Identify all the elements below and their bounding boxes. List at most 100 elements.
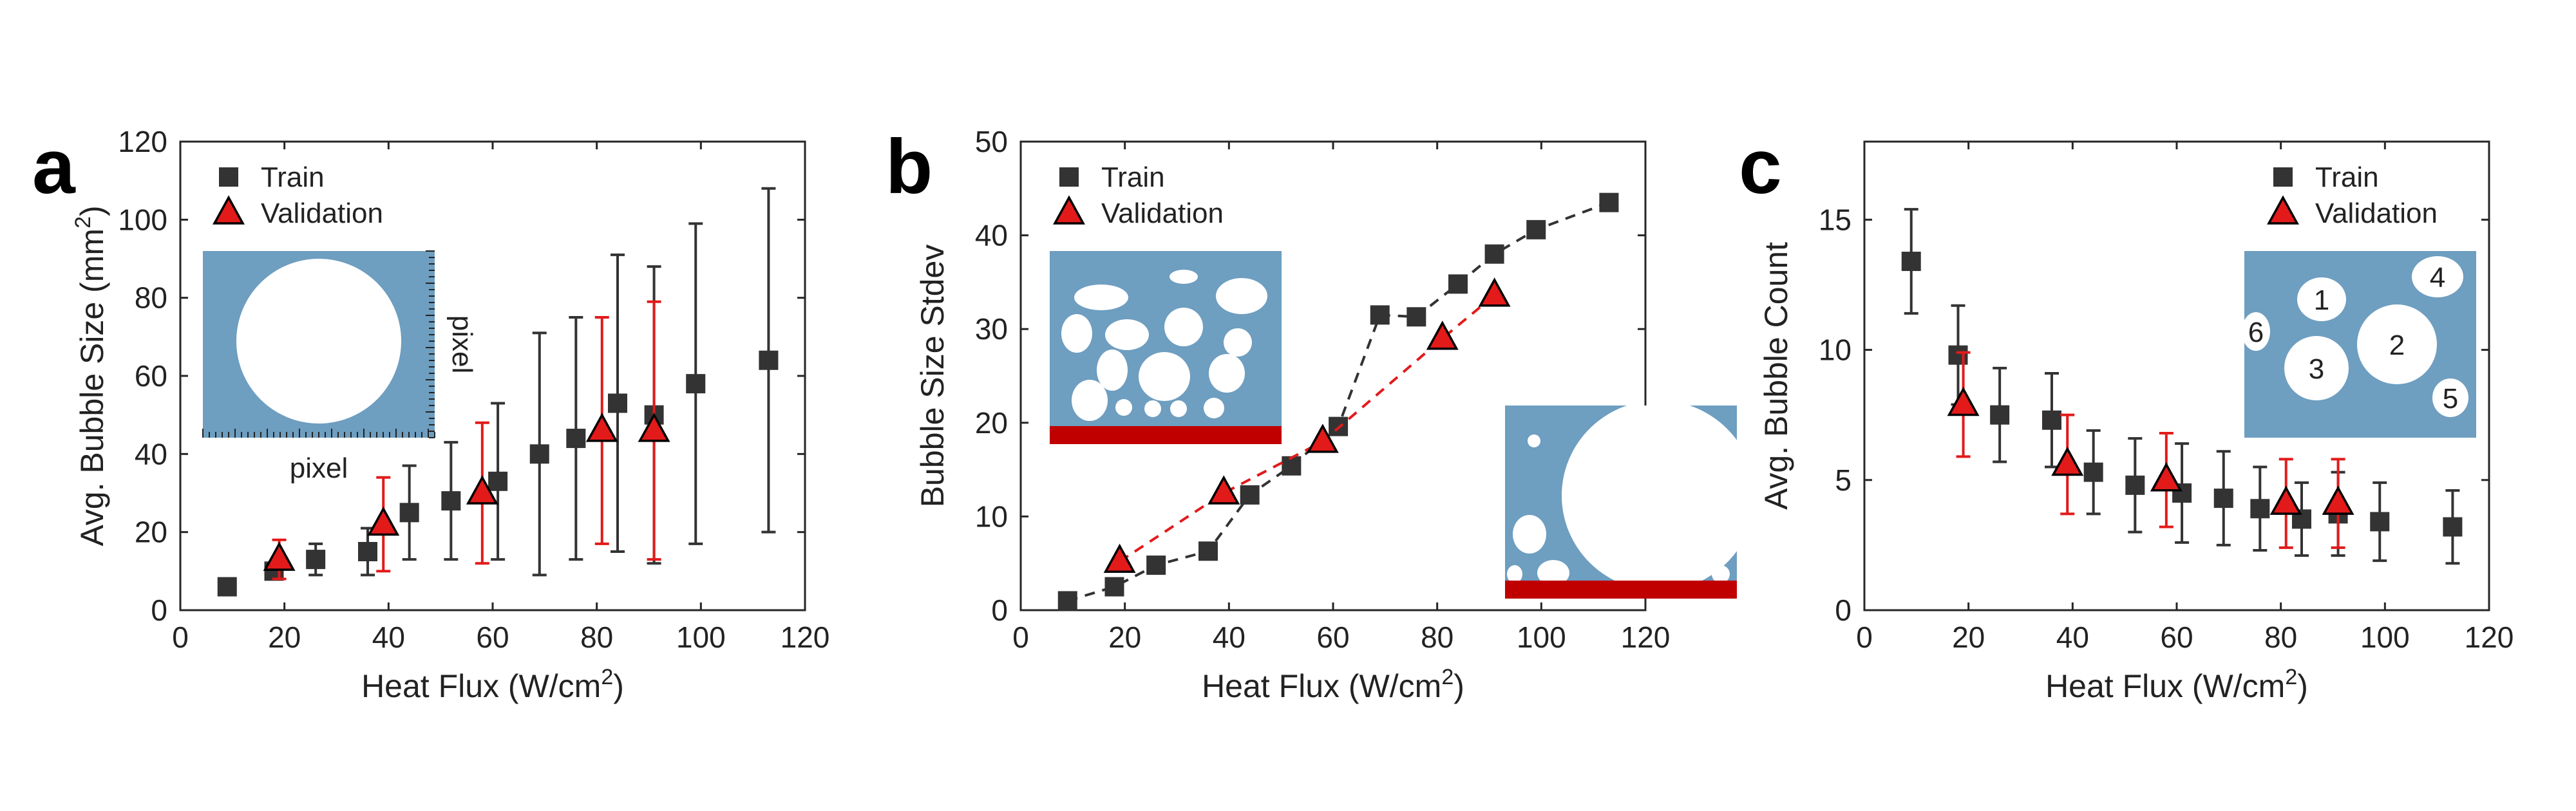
y-tick-label: 15: [1819, 203, 1852, 236]
inset-bubble: [1528, 434, 1540, 447]
inset-x-label: pixel: [290, 452, 348, 484]
data-point-train: [217, 577, 237, 597]
data-point-validation: [367, 506, 400, 536]
series-validation: [1947, 351, 2354, 549]
data-point-validation: [2269, 485, 2302, 515]
inset-bubble-number: 4: [2430, 262, 2445, 294]
data-point-train: [759, 350, 779, 370]
x-tick-label: 80: [580, 620, 613, 654]
legend-label: Validation: [2315, 198, 2438, 229]
x-tick-label: 80: [2264, 620, 2297, 654]
y-tick-label: 60: [135, 359, 167, 393]
data-point-train: [529, 444, 549, 464]
inset-bubble: [1209, 354, 1245, 393]
y-tick-label: 0: [151, 593, 167, 627]
inset-group: [1050, 251, 1737, 599]
y-axis-label-main: Avg. Bubble Size (mm: [74, 228, 110, 546]
data-point-validation: [1306, 424, 1339, 453]
inset-heater-2: [1505, 581, 1737, 599]
inset-bubble: [2357, 304, 2437, 384]
x-axis-label-end: ): [613, 668, 624, 704]
panel-letter: b: [886, 124, 933, 210]
series-train: [217, 187, 779, 597]
y-axis-label: Bubble Size Stdev: [914, 245, 951, 508]
data-point-train: [1448, 274, 1468, 294]
x-axis-label-end: ): [1454, 668, 1464, 704]
data-point-train: [566, 429, 586, 449]
data-point-validation: [1103, 543, 1136, 573]
legend-marker-train: [219, 167, 238, 187]
x-tick-label: 120: [1621, 620, 1671, 654]
x-tick-label: 80: [1421, 620, 1454, 654]
data-point-train: [1901, 252, 1921, 272]
data-point-train: [1240, 485, 1260, 505]
y-tick-label: 30: [975, 312, 1008, 346]
inset-bubble: [2412, 256, 2463, 297]
legend-label: Validation: [261, 198, 383, 229]
inset-y-label: pixel: [446, 315, 478, 374]
y-axis-label-sup: 2: [71, 216, 95, 228]
data-point-validation: [1947, 386, 1980, 416]
inset-bubble: [1170, 270, 1198, 284]
inset-bubble: [1224, 328, 1252, 357]
data-point-validation: [1426, 321, 1459, 350]
inset-bubble-number: 2: [2389, 330, 2405, 361]
inset-bubble: [2284, 336, 2349, 400]
inset-group: 1 2 3 4 5 6: [2242, 251, 2476, 438]
y-axis-label-main: Avg. Bubble Count: [1758, 242, 1794, 510]
legend-marker-train: [1059, 167, 1079, 187]
data-point-train: [686, 374, 706, 394]
data-point-train: [1057, 591, 1077, 611]
panel-a: a 0 20 40 60 80 100 120 0 20 40 60 80 100 120 Heat Flux…: [32, 124, 829, 704]
x-tick-label: 20: [268, 620, 301, 654]
data-point-train: [1146, 555, 1166, 575]
inset-bubble: [1072, 380, 1108, 421]
data-point-train: [306, 550, 326, 570]
inset-bubble-number: 3: [2309, 353, 2324, 385]
inset-bubble: [2297, 277, 2346, 321]
inset-bubble: [2242, 312, 2270, 351]
legend-label: Train: [261, 162, 325, 193]
inset-bubble-number: 5: [2443, 383, 2458, 415]
y-axis-label-main: Bubble Size Stdev: [914, 245, 951, 508]
data-point-validation: [263, 541, 296, 571]
data-point-validation: [466, 475, 498, 505]
legend: Train Validation: [2267, 162, 2438, 229]
data-point-train: [1599, 192, 1619, 212]
data-point-train: [2125, 475, 2145, 495]
y-tick-label: 50: [975, 125, 1008, 158]
inset-bubble: [1513, 515, 1546, 554]
legend-marker-train: [2273, 167, 2293, 187]
inset-bubble: [1216, 278, 1267, 314]
y-tick-label: 10: [1819, 333, 1852, 367]
data-point-train: [2250, 499, 2270, 519]
data-point-train: [358, 542, 377, 561]
legend: Train Validation: [213, 162, 383, 229]
data-point-train: [2370, 512, 2390, 532]
x-axis-label-main: Heat Flux (W/cm: [2045, 668, 2285, 704]
x-tick-label: 60: [2160, 620, 2193, 654]
data-point-train: [488, 471, 508, 491]
x-tick-label: 120: [2465, 620, 2514, 654]
inset-bubble: [236, 259, 401, 424]
x-tick-label: 60: [476, 620, 509, 654]
inset-bubble: [1097, 350, 1128, 391]
legend-label: Train: [1101, 162, 1165, 193]
inset-bubble: [1061, 314, 1092, 353]
data-point-train: [1198, 541, 1218, 561]
x-tick-label: 40: [1213, 620, 1245, 654]
data-point-train: [1104, 577, 1124, 597]
series-validation: [263, 300, 670, 581]
x-axis-label-sup: 2: [2285, 665, 2297, 689]
data-point-train: [1990, 405, 2010, 425]
inset-bubble: [1105, 319, 1149, 350]
x-axis-label-main: Heat Flux (W/cm: [361, 668, 601, 704]
inset-bubble: [1115, 399, 1132, 416]
inset-bubble: [1164, 308, 1203, 346]
data-point-validation: [2322, 485, 2354, 515]
y-tick-label: 0: [991, 593, 1008, 627]
data-point-validation: [2150, 462, 2183, 492]
y-tick-label: 0: [1835, 593, 1852, 627]
inset-bubble: [1507, 565, 1522, 581]
